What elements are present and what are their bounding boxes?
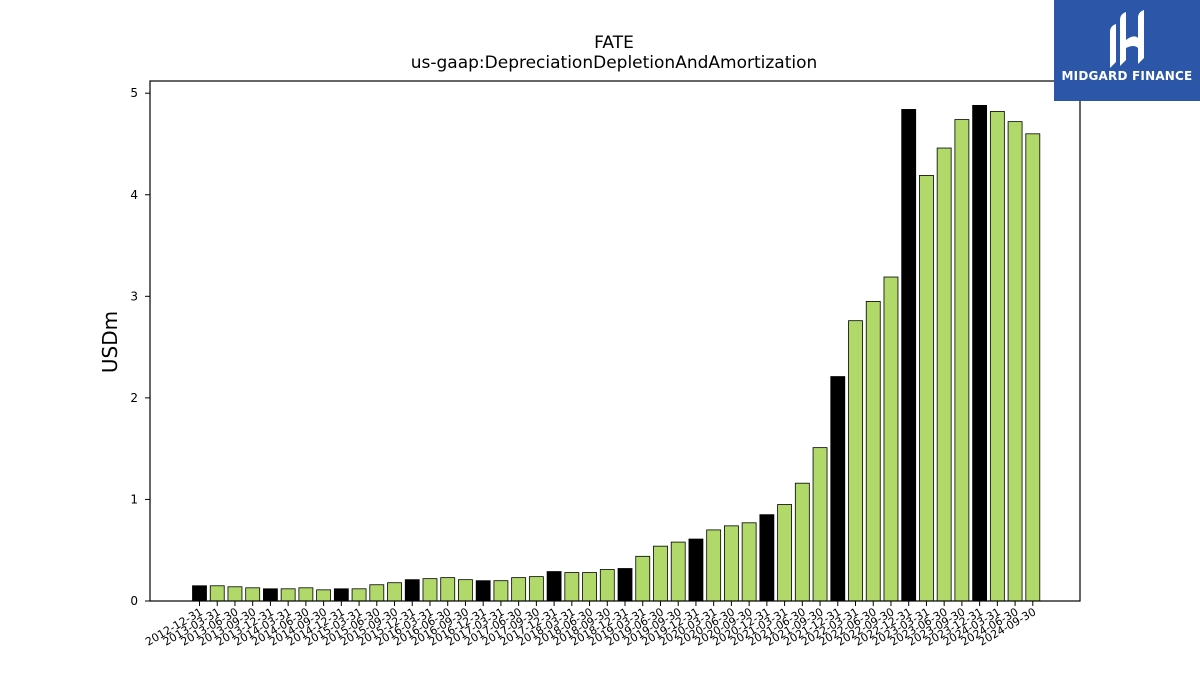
bar-2021-12-31 [830, 376, 846, 602]
bar-2021-03-31 [777, 504, 792, 602]
y-tick-label: 1 [130, 492, 138, 506]
chart-title: FATE [594, 33, 634, 53]
bar-2023-09-30 [954, 119, 970, 602]
bar-2019-09-30 [670, 541, 686, 602]
bar-2014-03-31 [280, 588, 296, 602]
bar-2020-03-31 [706, 529, 722, 602]
y-tick-label: 3 [130, 289, 138, 303]
bar-2024-06-30 [1007, 121, 1023, 602]
bar-2021-06-30 [794, 482, 810, 602]
bar-2023-06-30 [936, 147, 952, 602]
y-tick-label: 5 [130, 86, 138, 100]
bar-2022-09-30 [883, 276, 899, 602]
bar-2015-09-30 [387, 582, 402, 602]
bar-2015-12-31 [404, 579, 420, 602]
bars-group [192, 104, 1041, 602]
bar-2017-06-30 [511, 577, 527, 602]
bar-2015-06-30 [369, 584, 385, 602]
plot-frame [149, 80, 1081, 602]
bar-2013-03-31 [209, 585, 225, 602]
bar-2014-09-30 [316, 589, 332, 602]
bar-2021-09-30 [812, 447, 828, 602]
bar-2024-09-30 [1025, 133, 1041, 602]
bar-2017-03-31 [493, 580, 509, 602]
brand-logo-text: MIDGARD FINANCE [1061, 69, 1193, 83]
bar-2023-03-31 [919, 175, 934, 602]
bar-2016-03-31 [422, 578, 438, 602]
bar-2019-06-30 [653, 545, 668, 602]
bar-2019-12-31 [688, 538, 704, 602]
y-tick-label: 2 [130, 391, 138, 405]
x-ticks-group: 2012-12-312013-03-312013-06-302013-09-30… [143, 601, 1038, 649]
y-axis-label: USDm [98, 311, 122, 373]
bar-2017-09-30 [528, 576, 544, 602]
bar-2015-03-31 [351, 588, 367, 602]
bar-2022-06-30 [865, 300, 881, 602]
bar-2014-12-31 [333, 588, 349, 602]
bar-2013-06-30 [227, 586, 243, 602]
bar-2017-12-31 [546, 571, 562, 602]
bar-2016-12-31 [475, 580, 491, 602]
bar-2018-06-30 [582, 572, 597, 602]
bar-2020-06-30 [724, 525, 739, 602]
bar-2018-09-30 [599, 569, 615, 602]
bar-2016-09-30 [458, 579, 473, 602]
chart-subtitle: us-gaap:DepreciationDepletionAndAmortiza… [411, 53, 818, 73]
bar-2019-03-31 [635, 555, 651, 602]
y-tick-label: 4 [130, 188, 138, 202]
bar-2023-12-31 [972, 104, 988, 602]
bar-2014-06-30 [298, 587, 314, 602]
bar-2013-09-30 [245, 587, 261, 602]
bar-2024-03-31 [989, 111, 1005, 602]
bar-2020-09-30 [741, 522, 757, 602]
bar-2012-12-31 [192, 585, 207, 602]
y-tick-label: 0 [130, 594, 138, 608]
bar-2018-03-31 [564, 572, 580, 602]
y-ticks-group: 0 1 2 3 4 5 [130, 86, 150, 608]
bar-2022-03-31 [848, 320, 863, 602]
bar-2022-12-31 [901, 109, 917, 602]
bar-2018-12-31 [617, 568, 633, 602]
bar-2020-12-31 [759, 514, 775, 602]
midgard-m-logo-icon [1110, 10, 1144, 68]
brand-logo: MIDGARD FINANCE [1054, 0, 1200, 101]
bar-2013-12-31 [263, 588, 278, 602]
bar-2016-06-30 [440, 577, 456, 602]
